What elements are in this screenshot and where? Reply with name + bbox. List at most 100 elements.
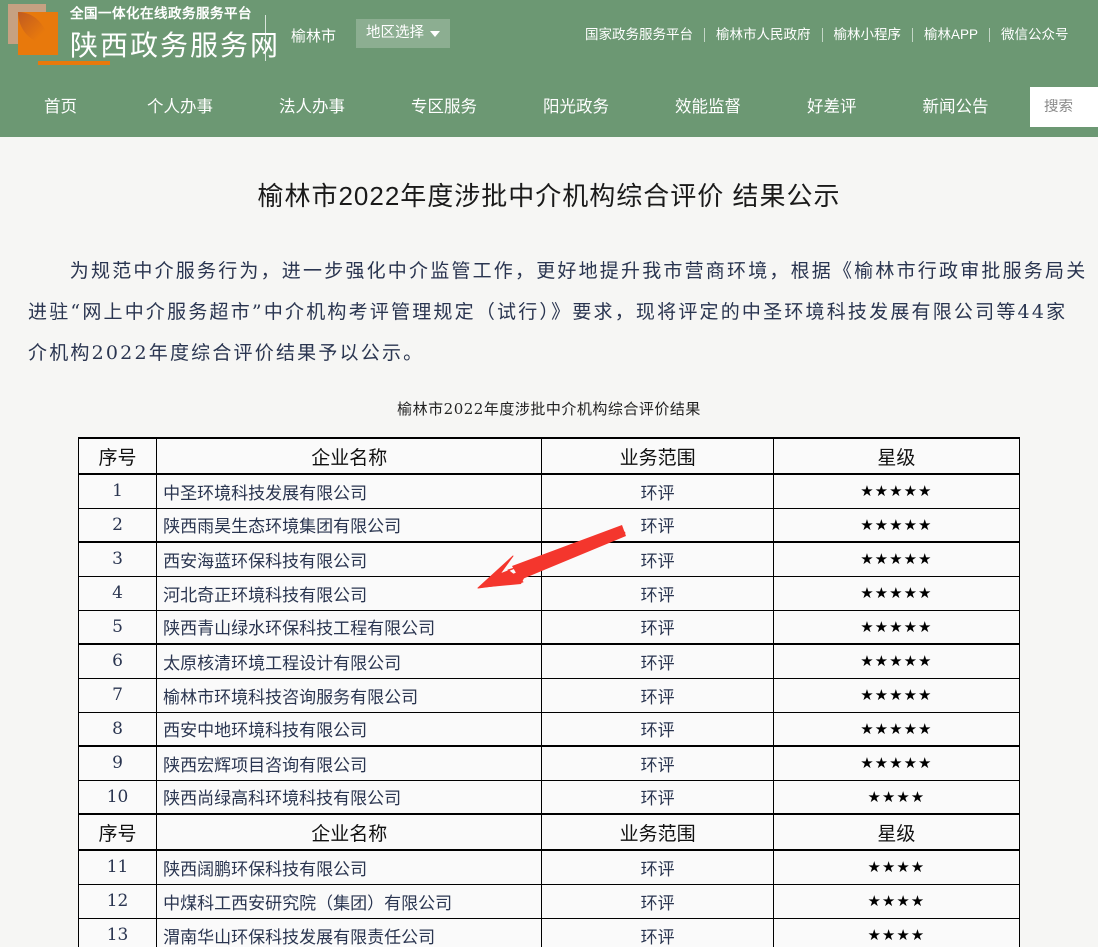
results-table-wrapper: 序号 企业名称 业务范围 星级 1 中圣环境科技发展有限公司 环评 ★★★★★ … [77, 437, 1021, 947]
table-row: 12 中煤科工西安研究院（集团）有限公司 环评 ★★★★ [77, 883, 1021, 919]
column-header-stars: 星级 [772, 437, 1021, 475]
table-row: 5 陕西青山绿水环保科技工程有限公司 环评 ★★★★★ [77, 609, 1021, 645]
column-header-scope: 业务范围 [541, 813, 774, 851]
nav-item-home[interactable]: 首页 [44, 98, 77, 116]
region-select-label: 地区选择 [366, 25, 424, 41]
star-rating: ★★★★ [867, 858, 926, 877]
row-stars: ★★★★ [772, 779, 1021, 815]
row-name: 中圣环境科技发展有限公司 [156, 473, 543, 509]
star-rating: ★★★★★ [860, 584, 933, 602]
row-stars: ★★★★★ [772, 677, 1021, 713]
row-no: 5 [77, 609, 158, 645]
table-row: 1 中圣环境科技发展有限公司 环评 ★★★★★ [77, 473, 1021, 509]
nav-item-sunshine[interactable]: 阳光政务 [543, 98, 609, 116]
chevron-down-icon [430, 30, 440, 37]
brand-block: 全国一体化在线政务服务平台 陕西政务服务网 [70, 4, 280, 66]
row-no: 7 [77, 677, 158, 713]
table-row: 4 河北奇正环境科技有限公司 环评 ★★★★★ [77, 575, 1021, 611]
star-rating: ★★★★ [867, 926, 926, 944]
top-link-yulin-government[interactable]: 榆林市人民政府 [716, 27, 811, 42]
row-name: 陕西宏辉项目咨询有限公司 [156, 745, 543, 781]
star-rating: ★★★★★ [860, 617, 933, 636]
announcement-body: 为规范中介服务行为，进一步强化中介监管工作，更好地提升我市营商环境，根据《榆林市… [0, 213, 1098, 374]
top-link-yulin-miniprogram[interactable]: 榆林小程序 [833, 27, 902, 42]
row-scope: 环评 [541, 711, 774, 747]
row-scope: 环评 [541, 849, 774, 885]
row-scope: 环评 [541, 473, 774, 509]
table-caption: 榆林市2022年度涉批中介机构综合评价结果 [397, 400, 701, 418]
row-stars: ★★★★ [772, 917, 1021, 947]
row-stars: ★★★★★ [772, 507, 1021, 543]
row-name: 陕西雨昊生态环境集团有限公司 [156, 507, 543, 543]
nav-item-review[interactable]: 好差评 [807, 98, 857, 116]
star-rating: ★★★★★ [860, 754, 933, 773]
star-rating: ★★★★★ [860, 550, 933, 569]
main-navigation: 首页 个人办事 法人办事 专区服务 阳光政务 效能监督 好差评 新闻公告 [0, 77, 1098, 137]
row-scope: 环评 [541, 575, 774, 611]
row-scope: 环评 [541, 779, 774, 815]
results-table: 序号 企业名称 业务范围 星级 1 中圣环境科技发展有限公司 环评 ★★★★★ … [77, 437, 1021, 947]
star-rating: ★★★★ [867, 787, 926, 806]
row-stars: ★★★★★ [772, 473, 1021, 509]
row-name: 陕西尚绿高科环境科技有限公司 [156, 779, 543, 815]
row-stars: ★★★★★ [772, 575, 1021, 611]
column-header-name: 企业名称 [156, 437, 543, 475]
row-no: 2 [77, 507, 158, 543]
table-row: 13 渭南华山环保科技发展有限责任公司 环评 ★★★★ [77, 917, 1021, 947]
row-stars: ★★★★★ [772, 745, 1021, 781]
table-row: 3 西安海蓝环保科技有限公司 环评 ★★★★★ [77, 541, 1021, 577]
announcement-line-3: 介机构2022年度综合评价结果予以公示。 [28, 342, 425, 364]
header-top-bar: 全国一体化在线政务服务平台 陕西政务服务网 榆林市 地区选择 国家政务服务平台 … [0, 0, 1098, 77]
table-row: 10 陕西尚绿高科环境科技有限公司 环评 ★★★★ [77, 779, 1021, 815]
star-rating: ★★★★★ [860, 515, 933, 534]
table-row: 6 太原核清环境工程设计有限公司 环评 ★★★★★ [77, 643, 1021, 679]
star-rating: ★★★★★ [860, 652, 933, 671]
row-stars: ★★★★★ [772, 541, 1021, 577]
search-input[interactable] [1044, 99, 1098, 115]
brand-divider [265, 15, 266, 61]
row-no: 9 [77, 745, 158, 781]
link-separator [821, 28, 823, 42]
column-header-stars: 星级 [772, 813, 1021, 851]
top-link-national-platform[interactable]: 国家政务服务平台 [585, 27, 693, 42]
search-box[interactable] [1030, 87, 1098, 127]
row-stars: ★★★★★ [772, 643, 1021, 679]
row-no: 13 [77, 917, 158, 947]
top-link-yulin-app[interactable]: 榆林APP [924, 27, 979, 42]
top-link-wechat-official[interactable]: 微信公众号 [1001, 27, 1069, 42]
row-name: 陕西青山绿水环保科技工程有限公司 [156, 609, 543, 645]
table-header-row-repeat: 序号 企业名称 业务范围 星级 [77, 813, 1021, 851]
row-scope: 环评 [541, 541, 774, 577]
row-no: 11 [77, 849, 158, 885]
nav-item-news[interactable]: 新闻公告 [922, 98, 989, 116]
nav-item-personal[interactable]: 个人办事 [147, 98, 213, 116]
row-name: 榆林市环境科技咨询服务有限公司 [156, 677, 543, 713]
nav-item-supervision[interactable]: 效能监督 [675, 98, 741, 116]
region-select-dropdown[interactable]: 地区选择 [356, 19, 450, 48]
nav-item-zone[interactable]: 专区服务 [411, 98, 477, 116]
announcement-line-2: 进驻“网上中介服务超市”中介机构考评管理规定（试行）》要求，现将评定的中圣环境科… [28, 301, 1068, 323]
row-name: 渭南华山环保科技发展有限责任公司 [156, 917, 543, 947]
column-header-no: 序号 [77, 437, 158, 475]
column-header-name: 企业名称 [156, 813, 543, 851]
link-separator [989, 28, 991, 42]
row-stars: ★★★★ [772, 849, 1021, 885]
row-scope: 环评 [541, 883, 774, 919]
row-name: 陕西阔鹏环保科技有限公司 [156, 849, 543, 885]
row-name: 西安中地环境科技有限公司 [156, 711, 543, 747]
register-link[interactable]: 注册 [1080, 24, 1098, 46]
row-stars: ★★★★ [772, 883, 1021, 919]
row-no: 10 [77, 779, 158, 815]
row-stars: ★★★★★ [772, 711, 1021, 747]
site-logo-icon[interactable] [8, 2, 64, 64]
results-table-body: 序号 企业名称 业务范围 星级 1 中圣环境科技发展有限公司 环评 ★★★★★ … [77, 437, 1021, 947]
table-row: 7 榆林市环境科技咨询服务有限公司 环评 ★★★★★ [77, 677, 1021, 713]
row-stars: ★★★★★ [772, 609, 1021, 645]
link-separator [704, 28, 705, 42]
logo-accent-bar [38, 61, 110, 65]
row-scope: 环评 [541, 917, 774, 947]
table-row: 8 西安中地环境科技有限公司 环评 ★★★★★ [77, 711, 1021, 747]
nav-item-legal[interactable]: 法人办事 [279, 98, 345, 116]
row-scope: 环评 [541, 507, 774, 543]
row-scope: 环评 [541, 745, 774, 781]
